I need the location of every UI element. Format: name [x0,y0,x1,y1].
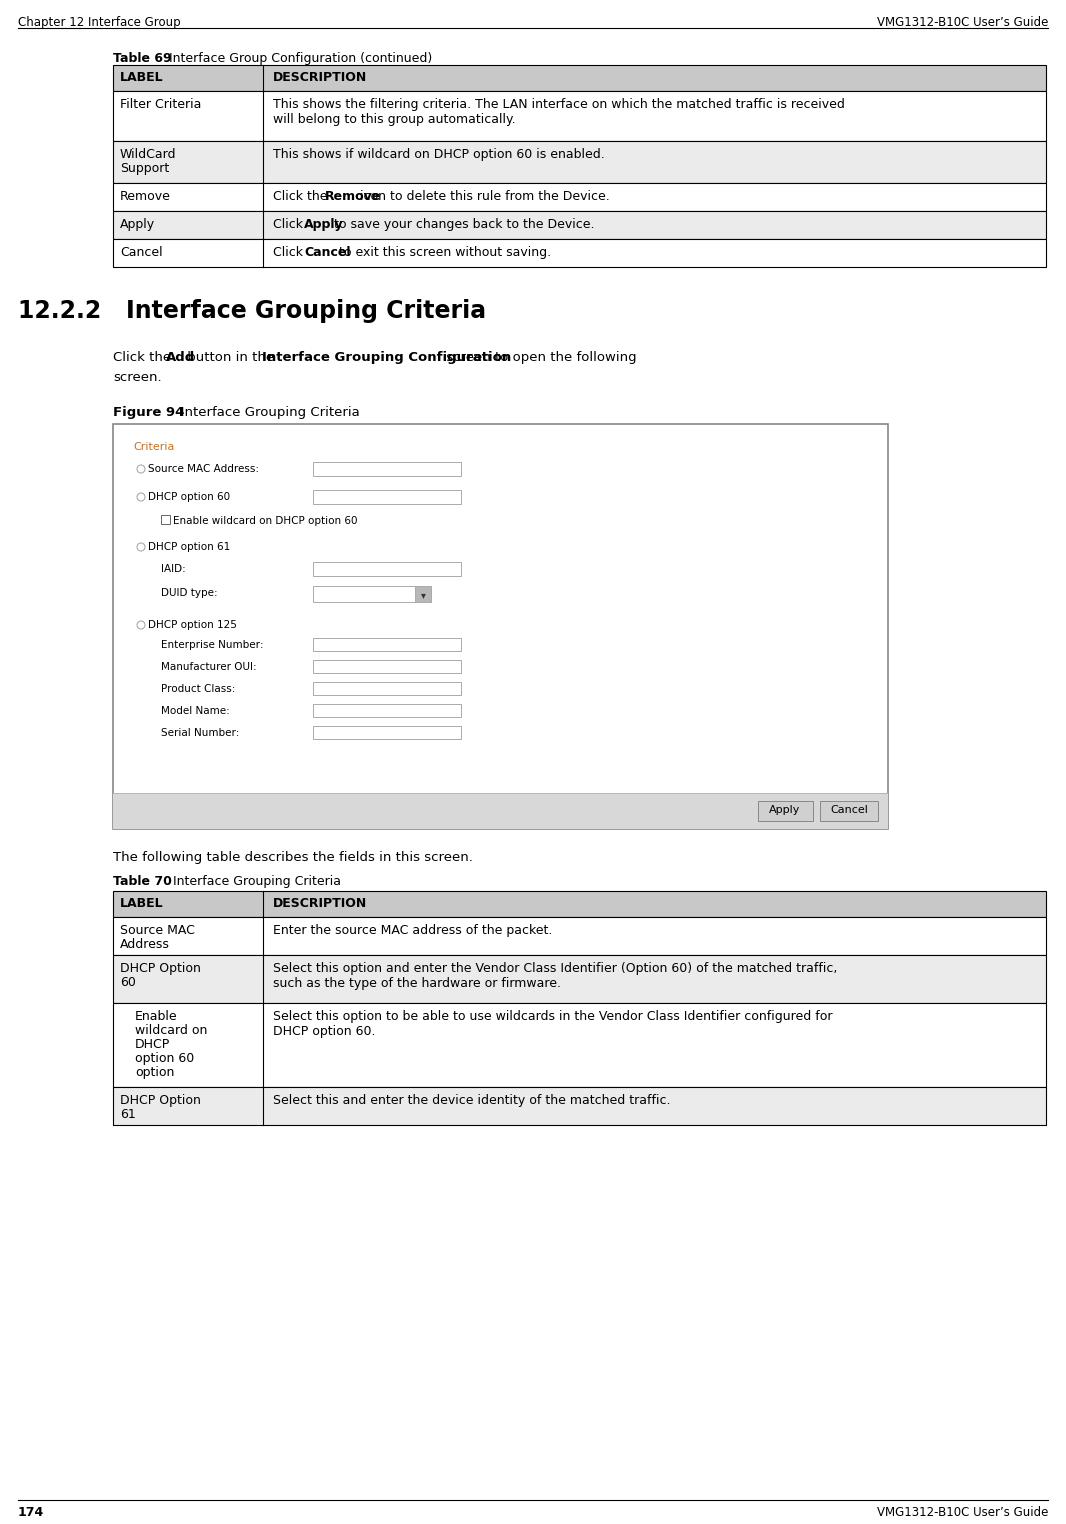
Text: such as the type of the hardware or firmware.: such as the type of the hardware or firm… [273,977,561,991]
Bar [113,91,1046,142]
Bar [313,683,461,695]
Bar [313,660,461,674]
Text: Click: Click [273,245,307,259]
Text: DESCRIPTION: DESCRIPTION [273,72,368,84]
Text: ▾: ▾ [421,590,426,600]
Bar [313,587,423,602]
Text: screen to open the following: screen to open the following [441,351,636,364]
Text: 61: 61 [120,1108,135,1122]
Text: 12.2.2   Interface Grouping Criteria: 12.2.2 Interface Grouping Criteria [18,299,486,323]
Bar [113,792,888,829]
Bar [161,515,169,524]
Bar [820,802,878,821]
Bar [113,66,1046,91]
Text: Apply: Apply [770,805,801,815]
Text: Model Name:: Model Name: [161,706,230,716]
Text: Cancel: Cancel [830,805,868,815]
Text: option 60: option 60 [135,1052,194,1065]
Text: option: option [135,1065,175,1079]
Text: LABEL: LABEL [120,72,163,84]
Bar [113,1087,1046,1125]
Text: Enable wildcard on DHCP option 60: Enable wildcard on DHCP option 60 [173,517,357,526]
Text: Product Class:: Product Class: [161,684,236,693]
Text: Click: Click [273,218,307,232]
Bar [113,183,1046,210]
Bar [113,424,888,829]
Bar [113,239,1046,267]
Text: IAID:: IAID: [161,564,185,575]
Text: DHCP option 60.: DHCP option 60. [273,1026,375,1038]
Text: Enterprise Number:: Enterprise Number: [161,640,263,651]
Text: to save your changes back to the Device.: to save your changes back to the Device. [330,218,595,232]
Text: LABEL: LABEL [120,898,163,910]
Text: Cancel: Cancel [120,245,163,259]
Text: The following table describes the fields in this screen.: The following table describes the fields… [113,850,473,864]
Bar [113,1003,1046,1087]
Text: screen.: screen. [113,370,162,384]
Text: Manufacturer OUI:: Manufacturer OUI: [161,661,257,672]
Bar [758,802,813,821]
Text: wildcard on: wildcard on [135,1024,208,1036]
Text: This shows the filtering criteria. The LAN interface on which the matched traffi: This shows the filtering criteria. The L… [273,98,845,111]
Text: DHCP option 125: DHCP option 125 [148,620,237,629]
Text: Chapter 12 Interface Group: Chapter 12 Interface Group [18,15,180,29]
Text: 60: 60 [120,975,135,989]
Bar [113,210,1046,239]
Text: Apply: Apply [304,218,344,232]
Text: Address: Address [120,937,169,951]
Text: DHCP option 60: DHCP option 60 [148,492,230,501]
Text: Cancel: Cancel [304,245,351,259]
Bar [313,639,461,651]
Text: Enable: Enable [135,1010,178,1023]
Text: Click the: Click the [273,190,332,203]
Text: Add: Add [166,351,195,364]
Text: Remove: Remove [325,190,382,203]
Text: DHCP option 61: DHCP option 61 [148,543,230,552]
Bar [113,892,1046,917]
Text: Criteria: Criteria [133,442,175,453]
Text: Click the: Click the [113,351,176,364]
Text: Table 69: Table 69 [113,52,172,66]
Bar [313,725,461,739]
Text: Apply: Apply [120,218,156,232]
Text: Interface Grouping Configuration: Interface Grouping Configuration [262,351,512,364]
Text: DHCP Option: DHCP Option [120,962,200,975]
Text: DHCP Option: DHCP Option [120,1094,200,1106]
Text: Select this and enter the device identity of the matched traffic.: Select this and enter the device identit… [273,1094,671,1106]
Text: Figure 94: Figure 94 [113,405,184,419]
Bar [415,587,431,602]
Text: icon to delete this rule from the Device.: icon to delete this rule from the Device… [356,190,610,203]
Bar [313,562,461,576]
Text: Support: Support [120,162,169,175]
Text: DHCP: DHCP [135,1038,171,1052]
Text: to exit this screen without saving.: to exit this screen without saving. [336,245,551,259]
Text: Select this option to be able to use wildcards in the Vendor Class Identifier co: Select this option to be able to use wil… [273,1010,833,1023]
Text: Interface Group Configuration (continued): Interface Group Configuration (continued… [161,52,432,66]
Text: Filter Criteria: Filter Criteria [120,98,201,111]
Text: Table 70: Table 70 [113,875,172,888]
Text: Source MAC: Source MAC [120,924,195,937]
Text: Interface Grouping Criteria: Interface Grouping Criteria [161,875,341,888]
Text: DUID type:: DUID type: [161,588,217,597]
Bar [313,704,461,716]
Text: button in the: button in the [182,351,278,364]
Text: VMG1312-B10C User’s Guide: VMG1312-B10C User’s Guide [876,15,1048,29]
Bar [113,142,1046,183]
Text: Interface Grouping Criteria: Interface Grouping Criteria [168,405,359,419]
Text: Remove: Remove [120,190,171,203]
Bar [113,917,1046,956]
Text: Serial Number:: Serial Number: [161,728,240,738]
Text: Source MAC Address:: Source MAC Address: [148,463,259,474]
Text: 174: 174 [18,1506,45,1519]
Text: Select this option and enter the Vendor Class Identifier (Option 60) of the matc: Select this option and enter the Vendor … [273,962,838,975]
Text: Enter the source MAC address of the packet.: Enter the source MAC address of the pack… [273,924,552,937]
Text: WildCard: WildCard [120,148,177,162]
Text: will belong to this group automatically.: will belong to this group automatically. [273,113,516,126]
Text: VMG1312-B10C User’s Guide: VMG1312-B10C User’s Guide [876,1506,1048,1519]
Bar [313,491,461,504]
Bar [313,462,461,475]
Text: This shows if wildcard on DHCP option 60 is enabled.: This shows if wildcard on DHCP option 60… [273,148,604,162]
Text: DESCRIPTION: DESCRIPTION [273,898,368,910]
Bar [113,956,1046,1003]
